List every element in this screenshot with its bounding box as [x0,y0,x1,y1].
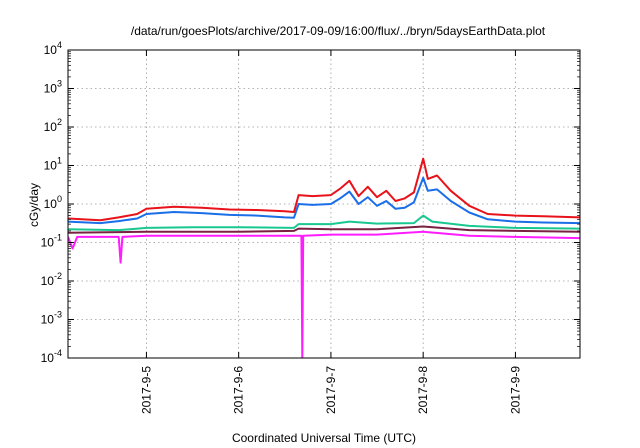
x-tick-label: 2017-9-8 [416,366,430,414]
y-axis-label: cGy/day [27,183,41,227]
series-line [68,176,580,225]
y-tick-label: 10-2 [41,271,62,288]
series-line [68,157,580,222]
x-tick-label: 2017-9-7 [324,366,338,414]
series-layer [68,157,580,358]
x-tick-labels: 2017-9-5 2017-9-6 2017-9-7 2017-9-8 2017-9-9 [139,366,522,414]
y-tick-label: 10-4 [41,348,62,365]
x-axis-label: Coordinated Universal Time (UTC) [232,431,416,445]
x-tick-label: 2017-9-5 [139,366,153,414]
y-tick-label: 103 [44,79,62,96]
ticks [68,49,580,359]
y-tick-label: 10-1 [41,233,62,250]
series-line [68,214,580,232]
x-tick-label: 2017-9-6 [232,366,246,414]
y-tick-labels: 10-4 10-3 10-2 10-1 100 101 102 103 104 [41,40,62,365]
y-tick-label: 101 [44,156,62,173]
y-tick-label: 10-3 [41,310,62,327]
y-tick-label: 102 [44,117,62,134]
x-tick-label: 2017-9-9 [508,366,522,414]
y-tick-label: 104 [44,40,62,57]
y-tick-label: 100 [44,194,62,211]
series-line [68,225,580,234]
chart-title: /data/run/goesPlots/archive/2017-09-09/1… [131,24,546,38]
series-line [68,230,580,358]
